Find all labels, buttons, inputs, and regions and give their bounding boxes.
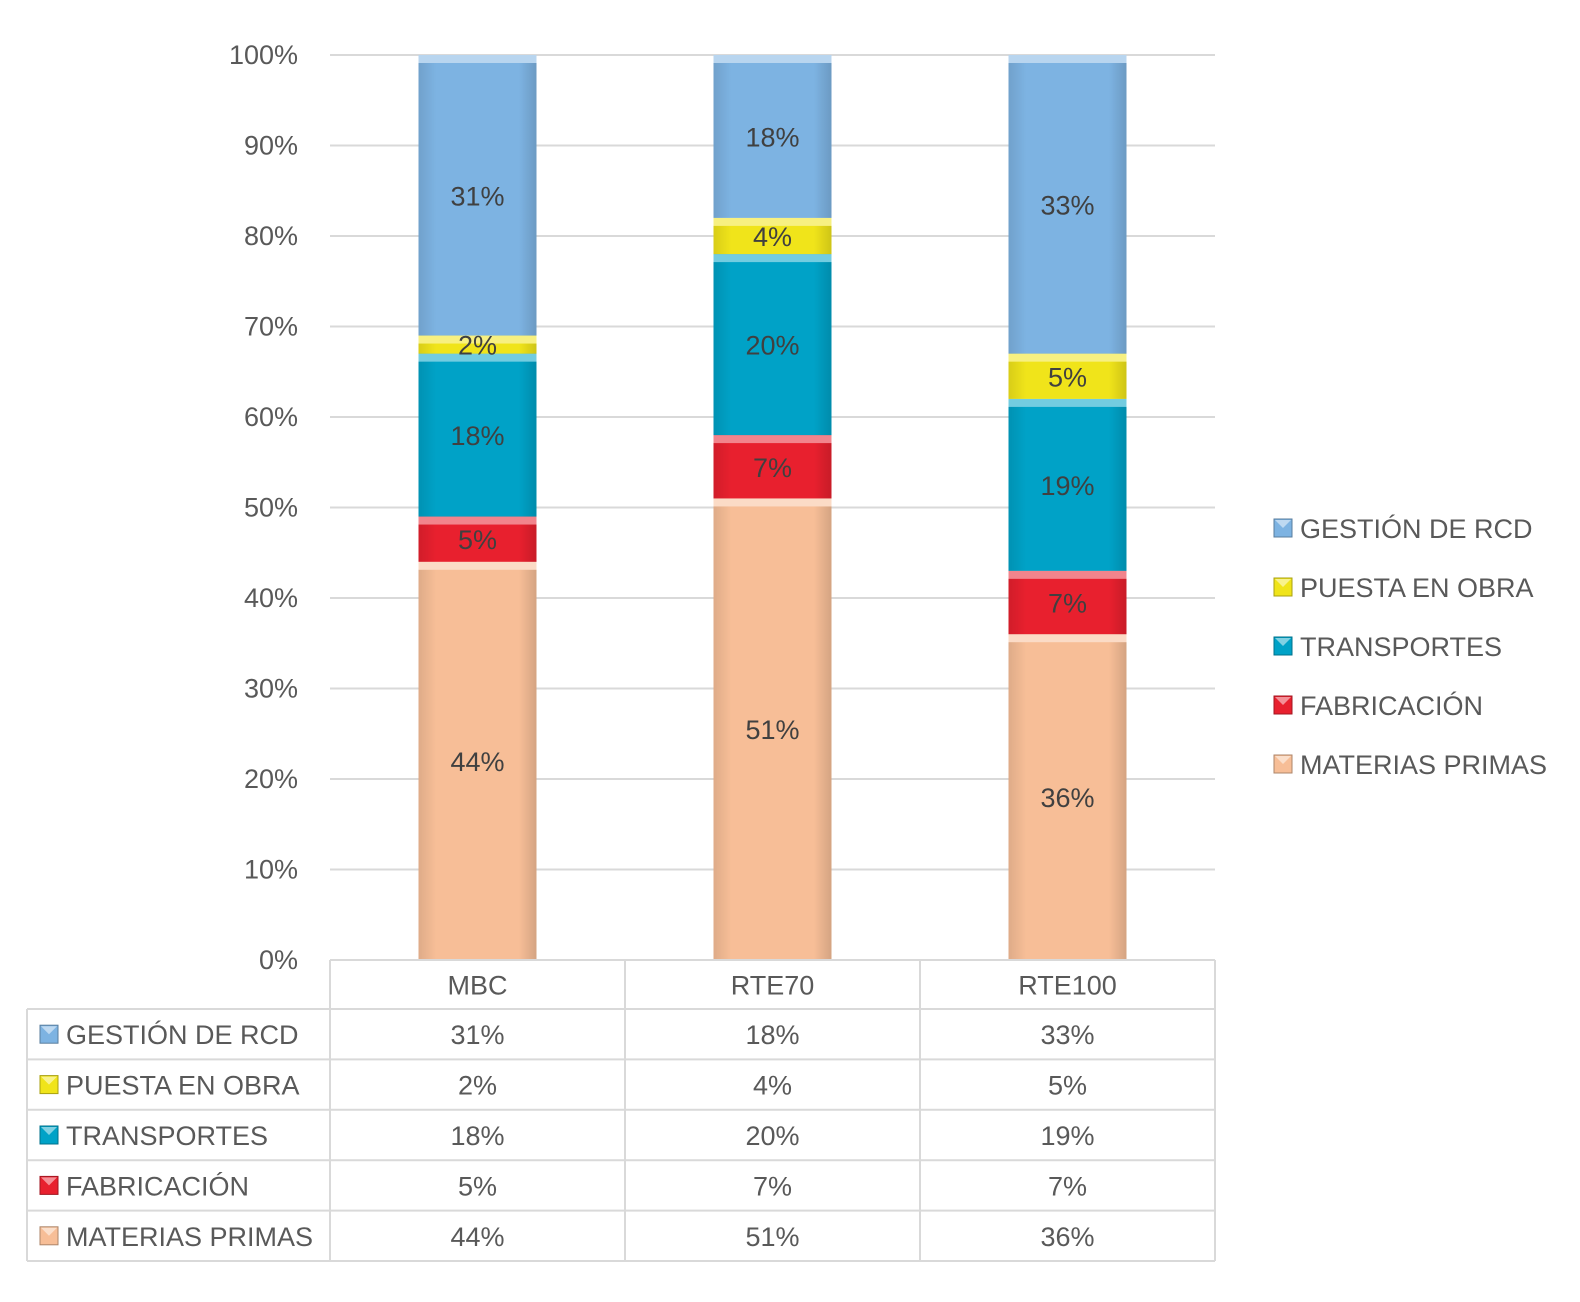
legend-label-gestion-de-rcd: GESTIÓN DE RCD [1300, 513, 1533, 544]
legend-marker-fabricacion-highlight [1275, 697, 1291, 705]
table-row-marker-fabricacion-highlight [41, 1177, 57, 1186]
table-row-marker-puesta-en-obra-highlight [41, 1076, 57, 1085]
table-cell: 18% [745, 1020, 799, 1050]
bar-segment-highlight [418, 335, 537, 344]
bar-segment-shading [1008, 398, 1127, 571]
table-cell: 44% [450, 1222, 504, 1252]
table-row-marker-materias-primas-highlight [41, 1227, 57, 1236]
legend-label-materias-primas: MATERIAS PRIMAS [1300, 750, 1547, 780]
y-tick-label: 0% [259, 945, 298, 975]
y-tick-label: 60% [244, 402, 298, 432]
data-label: 18% [450, 421, 504, 451]
bar-segment-highlight [418, 561, 537, 570]
data-label: 7% [1048, 589, 1087, 619]
bar-segment-shading [713, 254, 832, 436]
bar-segment-shading [418, 561, 537, 960]
table-row-label: GESTIÓN DE RCD [66, 1019, 299, 1050]
table-cell: 2% [458, 1071, 497, 1101]
data-label: 5% [1048, 362, 1087, 392]
y-tick-label: 20% [244, 764, 298, 794]
data-label: 33% [1040, 190, 1094, 220]
bar-segment-highlight [713, 55, 832, 63]
bar-segment-shading [418, 353, 537, 517]
x-category-label: MBC [448, 971, 508, 1001]
y-tick-label: 70% [244, 312, 298, 342]
y-tick-label: 10% [244, 855, 298, 885]
bar-segment-highlight [1008, 634, 1127, 643]
bar-segment-highlight [1008, 570, 1127, 579]
bar-segment-shading [713, 55, 832, 218]
data-label: 5% [458, 525, 497, 555]
legend-marker-gestion-de-rcd-highlight [1275, 520, 1291, 528]
bar-segment-shading [1008, 634, 1127, 960]
data-label: 44% [450, 747, 504, 777]
y-axis-tick-labels: 0% 10% 20% 30% 40% 50% 60% 70% 80% 90% 100% [229, 40, 298, 975]
legend: GESTIÓN DE RCD PUESTA EN OBRA TRANSPORTES F… [1273, 513, 1547, 780]
table-row-marker-transportes-highlight [41, 1127, 57, 1135]
bar-segment-highlight [713, 498, 832, 507]
data-label: 20% [745, 331, 799, 361]
bar-segment-highlight [1008, 398, 1127, 407]
bar-segment-shading [1008, 55, 1127, 354]
table-cell: 20% [745, 1121, 799, 1151]
data-labels: 44% 5% 18% 2% 31% 51% 7% 20% 4% 18% 36% 7% 19% 5% 33% [450, 122, 1094, 813]
table-cell: 7% [753, 1171, 792, 1201]
table-cell: 4% [753, 1071, 792, 1101]
table-cell: 5% [1048, 1071, 1087, 1101]
table-cell: 18% [450, 1121, 504, 1151]
table-row-marker-gestion-de-rcd-highlight [41, 1026, 57, 1035]
x-category-label: RTE70 [731, 971, 815, 1001]
bar-segment-highlight [713, 217, 832, 226]
legend-label-puesta-en-obra: PUESTA EN OBRA [1300, 573, 1534, 603]
data-label: 7% [753, 453, 792, 483]
bar-segment-highlight [418, 353, 537, 362]
legend-marker-transportes-highlight [1275, 638, 1291, 646]
table-cell: 31% [450, 1020, 504, 1050]
bar-segment-highlight [713, 254, 832, 263]
table-cell: 51% [745, 1222, 799, 1252]
table-cell: 5% [458, 1171, 497, 1201]
y-tick-label: 100% [229, 40, 298, 70]
bar-segment-highlight [1008, 55, 1127, 63]
table-row-label: FABRICACIÓN [66, 1170, 249, 1201]
data-label: 19% [1040, 471, 1094, 501]
x-category-label: RTE100 [1018, 971, 1117, 1001]
legend-marker-puesta-en-obra-highlight [1275, 579, 1291, 587]
bar-segment-shading [1008, 570, 1127, 635]
y-tick-label: 30% [244, 674, 298, 704]
bar-segment-highlight [1008, 353, 1127, 362]
bar-segment-shading [713, 498, 832, 960]
table-row-label: PUESTA EN OBRA [66, 1071, 300, 1101]
data-label: 51% [745, 715, 799, 745]
legend-label-transportes: TRANSPORTES [1300, 632, 1502, 662]
legend-marker-materias-primas-highlight [1275, 756, 1291, 764]
table-row-label: TRANSPORTES [66, 1121, 268, 1151]
legend-label-fabricacion: FABRICACIÓN [1300, 690, 1483, 721]
bar-segment-highlight [418, 55, 537, 63]
bar-segment-shading [418, 55, 537, 336]
bar-segment-highlight [418, 516, 537, 525]
data-label: 36% [1040, 783, 1094, 813]
y-tick-label: 40% [244, 583, 298, 613]
bar-segment-highlight [713, 435, 832, 444]
table-cell: 19% [1040, 1121, 1094, 1151]
data-label: 18% [745, 122, 799, 152]
data-label: 31% [450, 181, 504, 211]
y-tick-label: 50% [244, 493, 298, 523]
data-label: 2% [458, 331, 497, 361]
data-label: 4% [753, 222, 792, 252]
y-tick-label: 80% [244, 221, 298, 251]
bars [418, 55, 1127, 960]
table-cell: 36% [1040, 1222, 1094, 1252]
bar-segment-shading [713, 435, 832, 499]
table-cell: 7% [1048, 1171, 1087, 1201]
data-table: MBC RTE70 RTE100 GESTIÓN DE RCD 31% 18% 33% PUE… [26, 959, 1216, 1262]
table-cell: 33% [1040, 1020, 1094, 1050]
table-row-label: MATERIAS PRIMAS [66, 1222, 313, 1252]
y-tick-label: 90% [244, 131, 298, 161]
